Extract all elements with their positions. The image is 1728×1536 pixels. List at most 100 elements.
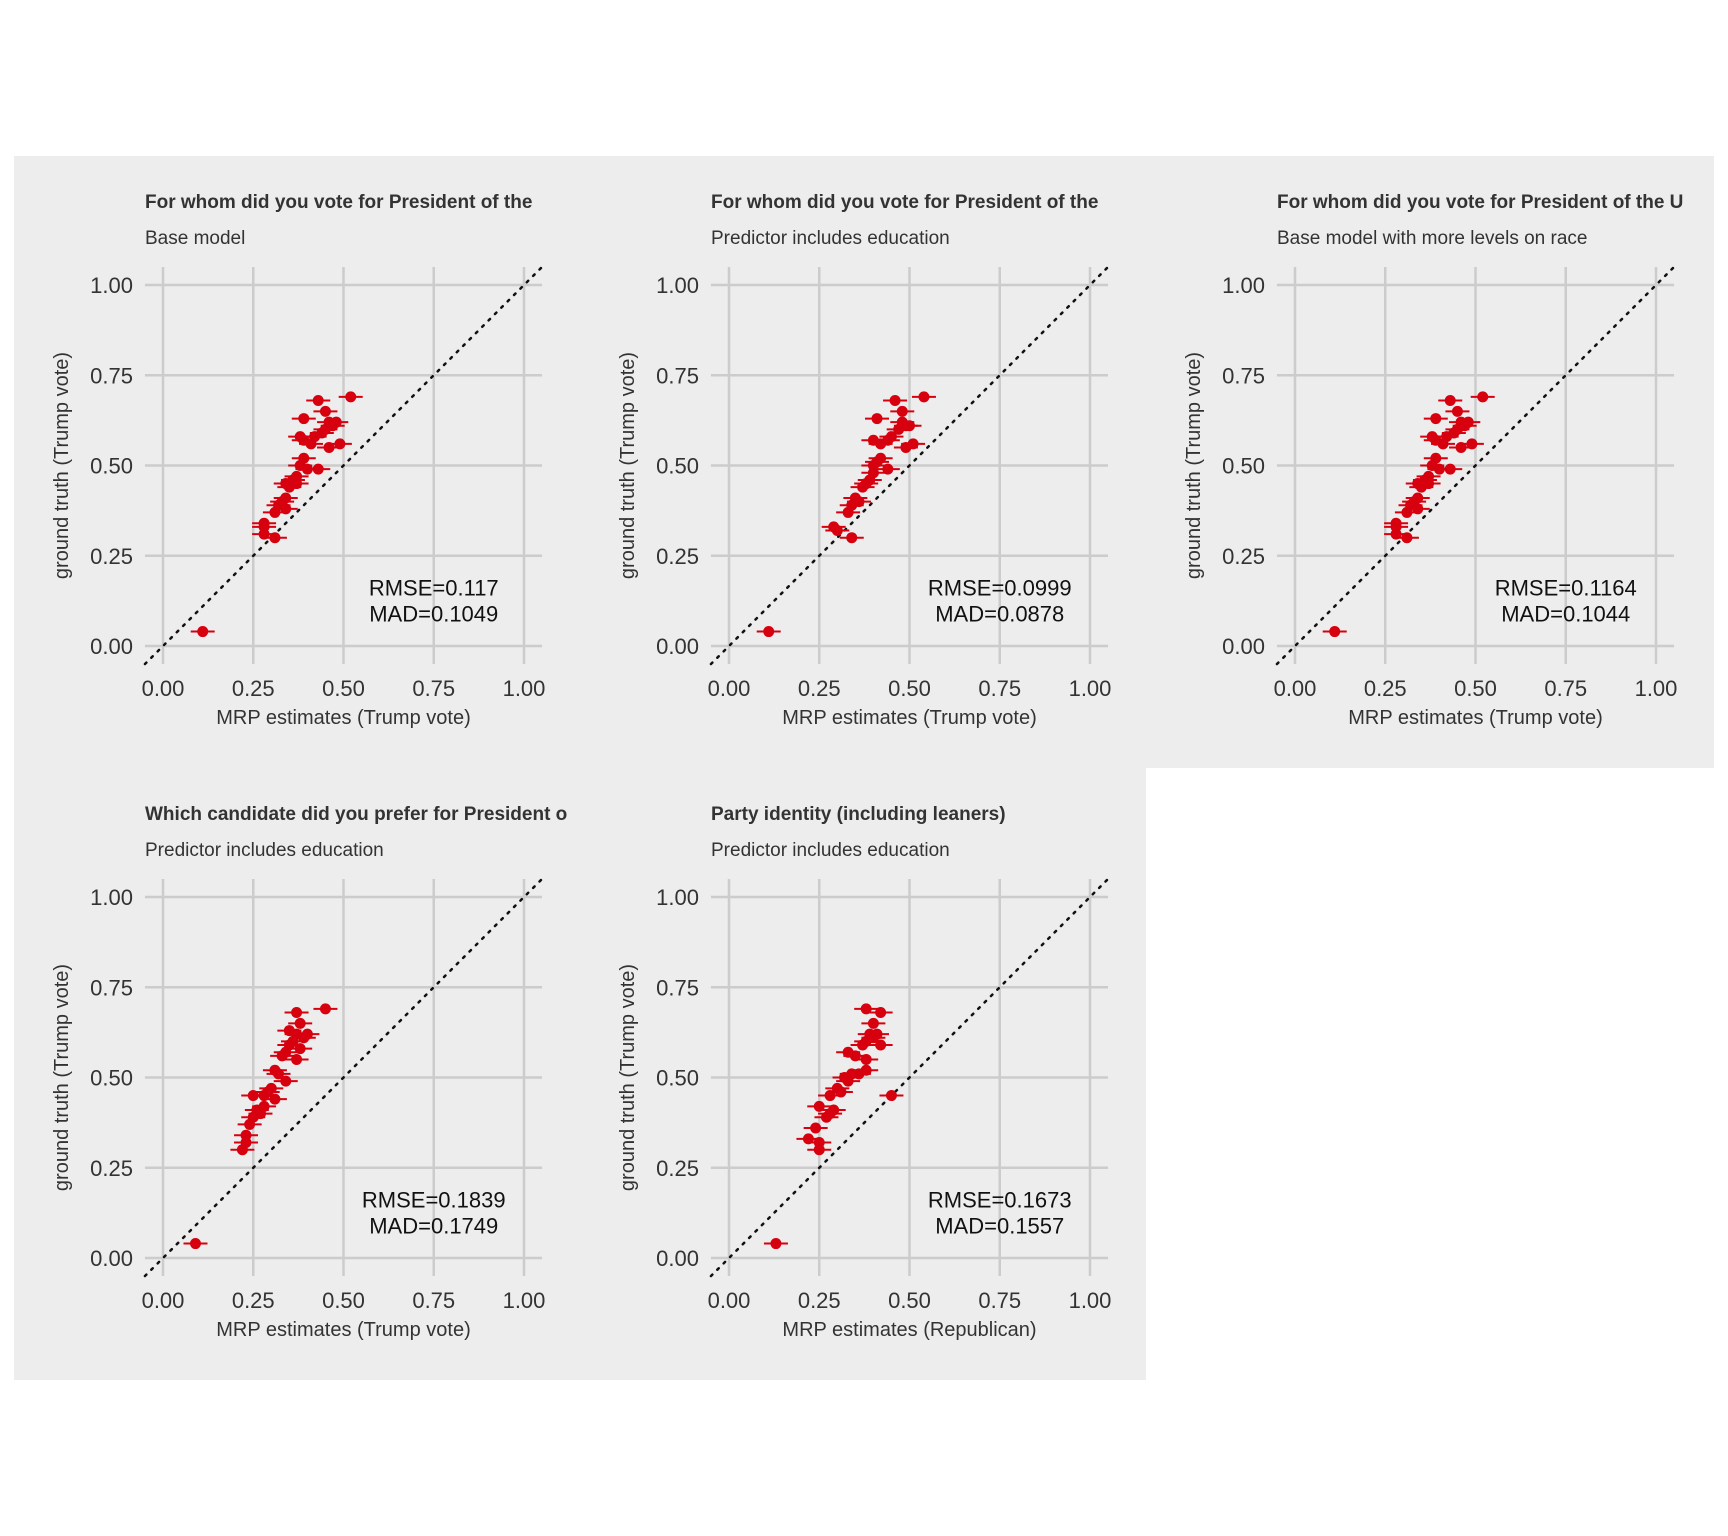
point-marker: [294, 431, 306, 443]
y-tick-label: 0.25: [656, 544, 699, 569]
point-marker: [294, 1043, 306, 1055]
point-marker: [283, 1025, 295, 1037]
point-marker: [860, 1053, 872, 1065]
point-marker: [882, 463, 894, 475]
mad-label: MAD=0.1749: [369, 1213, 498, 1238]
y-axis-label: ground truth (Trump vote): [1183, 352, 1205, 579]
point-marker: [918, 391, 930, 403]
data-point: [252, 517, 277, 529]
point-marker: [846, 532, 858, 544]
reference-line: [709, 265, 1110, 666]
x-tick-label: 0.00: [708, 676, 751, 701]
data-point: [879, 1090, 904, 1102]
data-point: [241, 1090, 266, 1102]
point-marker: [1462, 416, 1474, 428]
point-marker: [1466, 438, 1478, 450]
point-marker: [269, 532, 281, 544]
data-point: [821, 1104, 846, 1116]
chart-panel-2: For whom did you vote for President of t…: [617, 192, 1111, 729]
y-tick-label: 1.00: [656, 273, 699, 298]
rmse-label: RMSE=0.0999: [928, 575, 1072, 600]
y-tick-label: 0.00: [656, 634, 699, 659]
point-marker: [298, 452, 310, 464]
y-tick-label: 1.00: [1222, 273, 1265, 298]
data-point: [1322, 626, 1347, 638]
data-point: [1420, 431, 1445, 443]
x-tick-label: 1.00: [503, 1288, 546, 1313]
panel-row-2-background: [14, 768, 1146, 1380]
reference-line: [143, 877, 544, 1278]
x-axis-label: MRP estimates (Trump vote): [216, 1319, 471, 1341]
point-marker: [247, 1090, 259, 1102]
y-tick-label: 0.00: [1222, 634, 1265, 659]
panel-subtitle: Predictor includes education: [711, 228, 950, 249]
point-marker: [240, 1129, 252, 1141]
x-tick-label: 0.75: [412, 676, 455, 701]
y-tick-label: 0.50: [90, 454, 133, 479]
point-marker: [1430, 452, 1442, 464]
data-point: [1384, 517, 1409, 529]
point-marker: [312, 463, 324, 475]
point-marker: [291, 1007, 303, 1019]
point-marker: [867, 434, 879, 446]
point-marker: [291, 1053, 303, 1065]
rmse-label: RMSE=0.117: [369, 575, 499, 600]
y-tick-label: 0.00: [90, 1246, 133, 1271]
data-point: [1416, 470, 1441, 482]
data-point: [1394, 532, 1419, 544]
data-point: [1405, 492, 1430, 504]
y-tick-label: 0.50: [90, 1066, 133, 1091]
data-point: [865, 413, 890, 425]
point-marker: [835, 1086, 847, 1098]
point-marker: [907, 438, 919, 450]
data-point: [828, 1086, 853, 1098]
point-marker: [810, 1122, 822, 1134]
data-point: [288, 431, 313, 443]
point-marker: [875, 452, 887, 464]
panel-subtitle: Base model with more levels on race: [1277, 228, 1587, 249]
point-marker: [1423, 470, 1435, 482]
y-axis-label: ground truth (Trump vote): [51, 964, 73, 1191]
y-tick-label: 1.00: [90, 885, 133, 910]
y-tick-label: 0.25: [1222, 544, 1265, 569]
x-axis-label: MRP estimates (Trump vote): [216, 707, 471, 729]
y-tick-label: 1.00: [90, 273, 133, 298]
point-marker: [860, 1064, 872, 1076]
x-tick-label: 1.00: [1635, 676, 1678, 701]
panel-title: Which candidate did you prefer for Presi…: [145, 804, 567, 825]
point-marker: [298, 413, 310, 425]
point-marker: [828, 1104, 840, 1116]
data-point: [284, 1053, 309, 1065]
y-tick-label: 0.50: [1222, 454, 1265, 479]
point-marker: [312, 395, 324, 407]
x-tick-label: 0.25: [1364, 676, 1407, 701]
x-tick-label: 0.50: [322, 676, 365, 701]
x-axis-label: MRP estimates (Republican): [782, 1319, 1036, 1341]
point-marker: [871, 1028, 883, 1040]
data-point: [1405, 503, 1430, 515]
x-tick-label: 0.75: [1544, 676, 1587, 701]
point-marker: [904, 420, 915, 432]
data-point: [288, 1017, 313, 1029]
data-point: [825, 524, 850, 536]
point-marker: [763, 626, 775, 638]
panel-subtitle: Base model: [145, 228, 245, 249]
x-axis-label: MRP estimates (Trump vote): [1348, 707, 1603, 729]
data-point: [865, 1028, 890, 1040]
data-point: [306, 395, 331, 407]
point-marker: [1329, 626, 1341, 638]
point-marker: [885, 431, 897, 443]
chart-panel-3: For whom did you vote for President of t…: [1183, 192, 1683, 729]
point-marker: [1430, 413, 1442, 425]
data-point: [183, 1238, 208, 1250]
data-point: [901, 438, 926, 450]
y-tick-label: 1.00: [656, 885, 699, 910]
data-point: [291, 452, 316, 464]
data-point: [288, 1043, 313, 1055]
data-point: [861, 434, 886, 446]
panel-subtitle: Predictor includes education: [711, 840, 950, 861]
data-point: [911, 391, 936, 403]
rmse-label: RMSE=0.1673: [928, 1187, 1072, 1212]
x-tick-label: 0.00: [1274, 676, 1317, 701]
y-tick-label: 0.00: [90, 634, 133, 659]
